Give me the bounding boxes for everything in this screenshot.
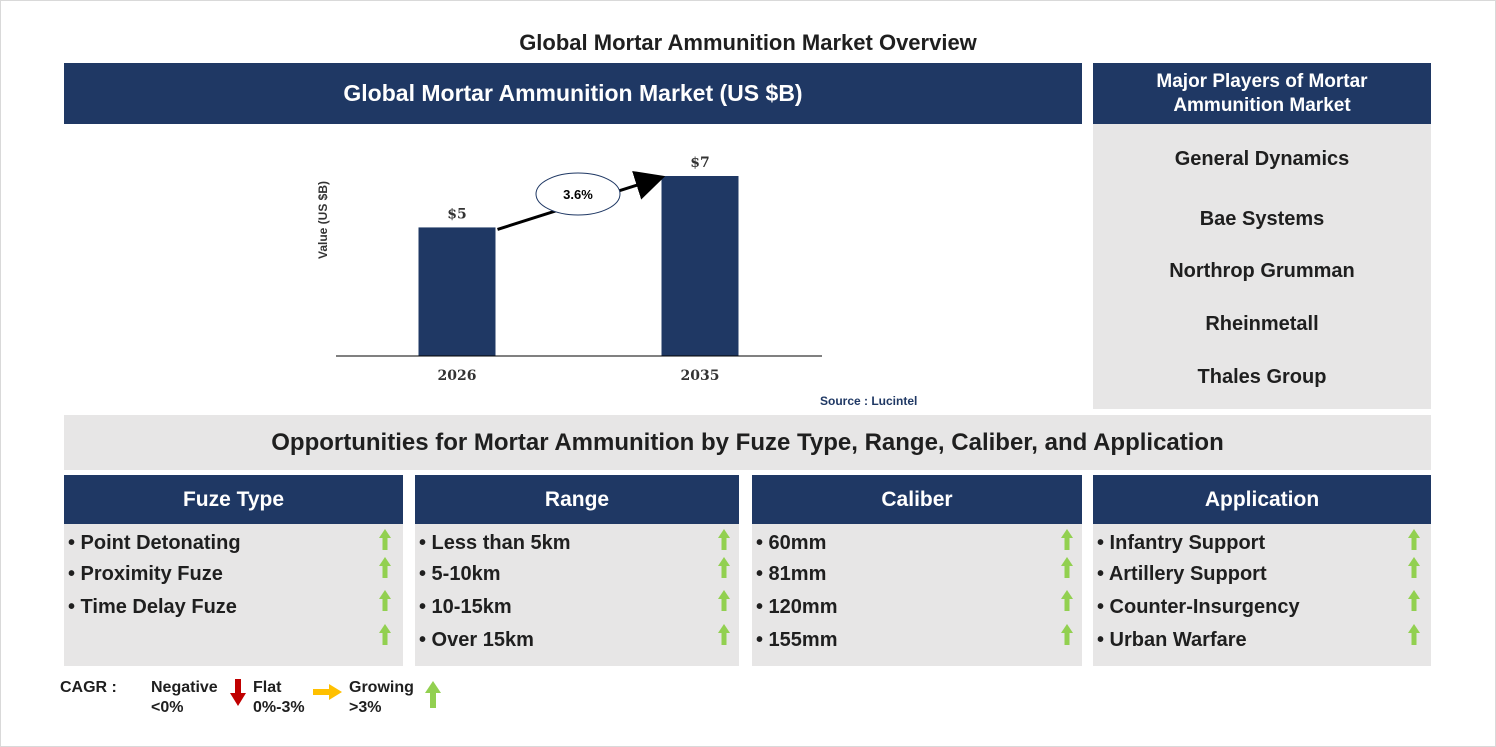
yellow-right-arrow-icon xyxy=(313,684,342,700)
bar-value-label: $7 xyxy=(690,155,709,171)
legend-negative: Negative <0% xyxy=(151,678,218,718)
player-general-dynamics: General Dynamics xyxy=(1174,148,1350,170)
opportunities-title: Opportunities for Mortar Ammunition by F… xyxy=(64,415,1431,470)
segment-panel-range: • Less than 5km • 5-10km • 10-15km • Ove… xyxy=(415,524,739,666)
segment-item: • 10-15km xyxy=(419,596,512,618)
x-tick-label: 2026 xyxy=(438,368,477,384)
legend-growing-range: >3% xyxy=(349,699,382,716)
player-thales-group: Thales Group xyxy=(1197,366,1327,388)
legend-growing-name: Growing xyxy=(349,679,414,696)
segment-panel-caliber: • 60mm • 81mm • 120mm • 155mm xyxy=(752,524,1082,666)
red-down-arrow-icon xyxy=(230,679,246,706)
segment-header-application: Application xyxy=(1093,475,1431,524)
legend-negative-range: <0% xyxy=(151,699,184,716)
segment-item: • Counter-Insurgency xyxy=(1097,596,1300,618)
segment-item: • Time Delay Fuze xyxy=(68,596,237,618)
segment-item: • Point Detonating xyxy=(68,532,241,554)
segment-item: • Urban Warfare xyxy=(1097,629,1247,651)
segment-item: • 155mm xyxy=(756,629,838,651)
segment-panel-fuze-type: • Point Detonating • Proximity Fuze • Ti… xyxy=(64,524,403,666)
segment-item: • 81mm xyxy=(756,563,827,585)
segment-item: • 5-10km xyxy=(419,563,501,585)
player-rheinmetall: Rheinmetall xyxy=(1205,313,1319,335)
legend-flat-name: Flat xyxy=(253,679,282,696)
x-tick-label: 2035 xyxy=(681,368,720,384)
segment-header-caliber: Caliber xyxy=(752,475,1082,524)
legend-negative-name: Negative xyxy=(151,679,218,696)
player-northrop-grumman: Northrop Grumman xyxy=(1169,260,1355,282)
bar-chart-svg: $5 2026 $7 2035 Value (US $B) 3.6% xyxy=(316,155,822,384)
bar-value-label: $5 xyxy=(447,206,466,222)
segment-header-fuze-type: Fuze Type xyxy=(64,475,403,524)
legend-flat: Flat 0%-3% xyxy=(253,678,305,718)
legend-cagr-label: CAGR : xyxy=(60,679,117,696)
segment-panel-application: • Infantry Support • Artillery Support •… xyxy=(1093,524,1431,666)
green-up-arrow-icon xyxy=(425,681,441,708)
segment-item: • 60mm xyxy=(756,532,827,554)
legend-flat-range: 0%-3% xyxy=(253,699,305,716)
major-players-panel: General Dynamics Bae Systems Northrop Gr… xyxy=(1093,124,1431,409)
segment-item: • 120mm xyxy=(756,596,838,618)
cagr-label: 3.6% xyxy=(563,187,593,202)
cagr-ellipse xyxy=(535,172,621,216)
segment-header-range: Range xyxy=(415,475,739,524)
segment-item: • Over 15km xyxy=(419,629,534,651)
bar-2035 xyxy=(661,176,739,356)
player-bae-systems: Bae Systems xyxy=(1199,208,1325,230)
segment-item: • Infantry Support xyxy=(1097,532,1266,554)
bar-2026 xyxy=(418,227,496,356)
segment-item: • Less than 5km xyxy=(419,532,571,554)
segment-item: • Artillery Support xyxy=(1097,563,1267,585)
market-bar-chart: $5 2026 $7 2035 Value (US $B) 3.6% xyxy=(64,124,1082,414)
y-axis-label: Value (US $B) xyxy=(316,181,330,259)
legend-growing: Growing >3% xyxy=(349,678,414,718)
page-title: Global Mortar Ammunition Market Overview xyxy=(519,30,977,55)
source-note: Source : Lucintel xyxy=(820,394,918,408)
segment-item: • Proximity Fuze xyxy=(68,563,223,585)
major-players-header: Major Players of Mortar Ammunition Marke… xyxy=(1093,63,1431,124)
market-chart-header: Global Mortar Ammunition Market (US $B) xyxy=(64,63,1082,124)
